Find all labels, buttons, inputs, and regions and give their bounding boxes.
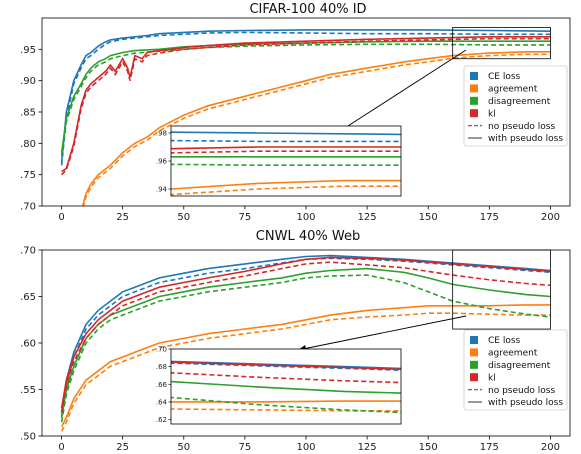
legend-label: CE loss [488, 336, 521, 346]
legend-label: with pseudo loss [488, 134, 563, 144]
series-line-agreement-with-pseudo [60, 304, 551, 428]
inset-line-disagreement-no-pseudo [171, 396, 401, 414]
inset-line-agreement-with-pseudo [171, 400, 401, 403]
inset-background [171, 349, 401, 424]
x-tick-label: 200 [541, 442, 560, 453]
legend-label: CE loss [488, 72, 521, 82]
legend-label: agreement [488, 349, 538, 359]
legend-swatch-agreement [470, 348, 478, 357]
series-line-kl-with-pseudo [60, 256, 551, 409]
x-tick-label: 75 [239, 212, 252, 223]
zoom-arrow [336, 49, 467, 134]
legend-swatch-kl [470, 373, 478, 382]
series-line-disagreement-no-pseudo [60, 43, 551, 157]
series-line-ce-with-pseudo [60, 29, 551, 163]
inset-y-tick-label: .66 [156, 381, 168, 389]
inset-chart: .94 .96 .98 [156, 125, 402, 197]
x-tick-label: 200 [541, 212, 560, 223]
inset-line-kl-with-pseudo [171, 146, 401, 150]
y-tick-label: .90 [20, 76, 36, 87]
x-tick-label: 100 [296, 212, 315, 223]
inset-line-kl-with-pseudo [171, 361, 401, 371]
x-tick-label: 125 [358, 212, 377, 223]
legend-label: with pseudo loss [488, 398, 563, 408]
x-tick-label: 100 [296, 442, 315, 453]
legend-label: no pseudo loss [488, 386, 555, 396]
chart-cifar100: CIFAR-100 40% ID 0 25 50 75 100 125 150 175 200.… [20, 2, 571, 223]
x-tick-label: 25 [116, 212, 129, 223]
y-tick-label: .85 [20, 108, 36, 119]
series-line-kl-no-pseudo [60, 261, 551, 413]
inset-y-tick-label: .62 [156, 416, 167, 424]
inset-y-tick-label: .94 [156, 186, 168, 194]
inset-line-agreement-with-pseudo [171, 179, 401, 190]
legend-label: agreement [488, 85, 538, 95]
inset-chart: .62 .64 .66 .68 .70 [156, 346, 402, 425]
legend-swatch-kl [470, 109, 478, 118]
x-tick-label: 150 [419, 442, 438, 453]
legend-swatch-disagreement [470, 360, 478, 369]
x-tick-label: 50 [177, 442, 190, 453]
legend-label: kl [488, 109, 496, 119]
y-tick-label: .60 [20, 339, 36, 350]
legend-swatch-ce [470, 72, 478, 80]
x-tick-label: 0 [58, 442, 64, 453]
zoom-region-box [452, 26, 551, 60]
inset-background [171, 126, 401, 196]
series-line-ce-with-pseudo [60, 254, 551, 413]
y-tick-label: .50 [20, 432, 36, 443]
y-tick-label: .75 [20, 170, 36, 181]
x-tick-label: 175 [480, 442, 499, 453]
x-tick-label: 0 [58, 212, 64, 223]
chart-title: CNWL 40% Web [256, 229, 360, 244]
x-tick-label: 150 [419, 212, 438, 223]
series-line-disagreement-with-pseudo [60, 40, 551, 153]
legend-swatch-ce [470, 336, 478, 344]
legend-swatch-agreement [470, 84, 478, 93]
series-line-disagreement-no-pseudo [60, 274, 551, 423]
inset-line-agreement-no-pseudo [171, 185, 401, 196]
inset-line-kl-no-pseudo [171, 371, 401, 384]
series-line-ce-no-pseudo [60, 31, 551, 166]
inset-line-disagreement-with-pseudo [171, 380, 401, 394]
zoom-arrow [297, 315, 467, 351]
legend-label: disagreement [488, 361, 551, 371]
chart-legend: CE loss agreement disagreement kl no pseudo … [463, 329, 568, 411]
legend-label: no pseudo loss [488, 122, 555, 132]
y-tick-label: .80 [20, 139, 36, 150]
x-tick-label: 75 [239, 442, 252, 453]
inset-y-tick-label: .96 [156, 158, 168, 166]
legend-label: disagreement [488, 97, 551, 107]
legend-swatch-disagreement [470, 96, 478, 105]
series-line-agreement-with-pseudo [81, 51, 551, 206]
y-tick-label: .70 [20, 246, 36, 257]
x-tick-label: 175 [480, 212, 499, 223]
legend-box [463, 65, 568, 147]
inset-frame [170, 348, 402, 425]
inset-y-tick-label: .98 [156, 130, 167, 138]
series-line-agreement-no-pseudo [60, 312, 551, 432]
chart-title: CIFAR-100 40% ID [249, 2, 366, 17]
inset-y-tick-label: .64 [156, 398, 168, 406]
y-tick-label: .70 [20, 202, 36, 213]
y-tick-label: .95 [20, 45, 36, 56]
series-line-agreement-no-pseudo [82, 53, 551, 206]
chart-legend: CE loss agreement disagreement kl no pseudo … [463, 65, 568, 147]
y-tick-label: .55 [20, 385, 36, 396]
series-line-ce-no-pseudo [60, 257, 551, 418]
legend-box [463, 329, 568, 411]
zoom-region-box [452, 249, 551, 330]
x-tick-label: 125 [358, 442, 377, 453]
chart-cnwl: CNWL 40% Web 0 25 50 75 100 125 150 175 200 .50 .5… [20, 229, 571, 453]
inset-line-ce-with-pseudo [171, 131, 401, 136]
inset-y-tick-label: .68 [156, 363, 167, 371]
legend-label: kl [488, 373, 496, 383]
x-tick-label: 50 [177, 212, 190, 223]
inset-line-ce-no-pseudo [171, 362, 401, 371]
y-tick-label: .65 [20, 292, 36, 303]
inset-y-tick-label: .70 [156, 346, 167, 354]
x-tick-label: 25 [116, 442, 129, 453]
inset-line-ce-with-pseudo [171, 360, 401, 370]
